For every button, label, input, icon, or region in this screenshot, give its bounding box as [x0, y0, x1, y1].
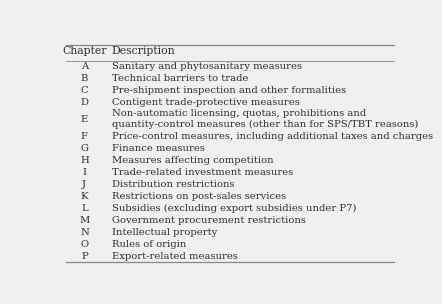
Text: D: D: [80, 98, 88, 107]
Text: Description: Description: [112, 46, 175, 56]
Text: P: P: [81, 252, 88, 261]
Text: Pre-shipment inspection and other formalities: Pre-shipment inspection and other formal…: [112, 86, 346, 95]
Text: Sanitary and phytosanitary measures: Sanitary and phytosanitary measures: [112, 62, 302, 71]
Text: Rules of origin: Rules of origin: [112, 240, 186, 249]
Text: Subsidies (excluding export subsidies under P7): Subsidies (excluding export subsidies un…: [112, 204, 356, 213]
Text: M: M: [79, 216, 89, 225]
Text: O: O: [80, 240, 88, 249]
Text: A: A: [81, 62, 88, 71]
Text: G: G: [80, 144, 88, 153]
Text: quantity-control measures (other than for SPS/TBT reasons): quantity-control measures (other than fo…: [112, 120, 418, 129]
Text: Export-related measures: Export-related measures: [112, 252, 238, 261]
Text: F: F: [81, 132, 88, 141]
Text: N: N: [80, 228, 89, 237]
Text: J: J: [82, 180, 87, 189]
Text: Government procurement restrictions: Government procurement restrictions: [112, 216, 306, 225]
Text: Restrictions on post-sales services: Restrictions on post-sales services: [112, 192, 286, 201]
Text: I: I: [82, 168, 86, 177]
Text: Chapter: Chapter: [62, 46, 107, 56]
Text: Price-control measures, including additional taxes and charges: Price-control measures, including additi…: [112, 132, 433, 141]
Text: E: E: [81, 115, 88, 124]
Text: C: C: [80, 86, 88, 95]
Text: Contigent trade-protective measures: Contigent trade-protective measures: [112, 98, 300, 107]
Text: H: H: [80, 156, 89, 165]
Text: Intellectual property: Intellectual property: [112, 228, 217, 237]
Text: Non-automatic licensing, quotas, prohibitions and: Non-automatic licensing, quotas, prohibi…: [112, 109, 366, 118]
Text: L: L: [81, 204, 88, 213]
Text: Trade-related investment measures: Trade-related investment measures: [112, 168, 293, 177]
Text: Technical barriers to trade: Technical barriers to trade: [112, 74, 248, 83]
Text: K: K: [80, 192, 88, 201]
Text: Measures affecting competition: Measures affecting competition: [112, 156, 274, 165]
Text: Finance measures: Finance measures: [112, 144, 205, 153]
Text: Distribution restrictions: Distribution restrictions: [112, 180, 234, 189]
Text: B: B: [81, 74, 88, 83]
